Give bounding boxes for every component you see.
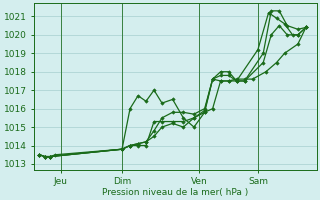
X-axis label: Pression niveau de la mer( hPa ): Pression niveau de la mer( hPa ) bbox=[102, 188, 248, 197]
